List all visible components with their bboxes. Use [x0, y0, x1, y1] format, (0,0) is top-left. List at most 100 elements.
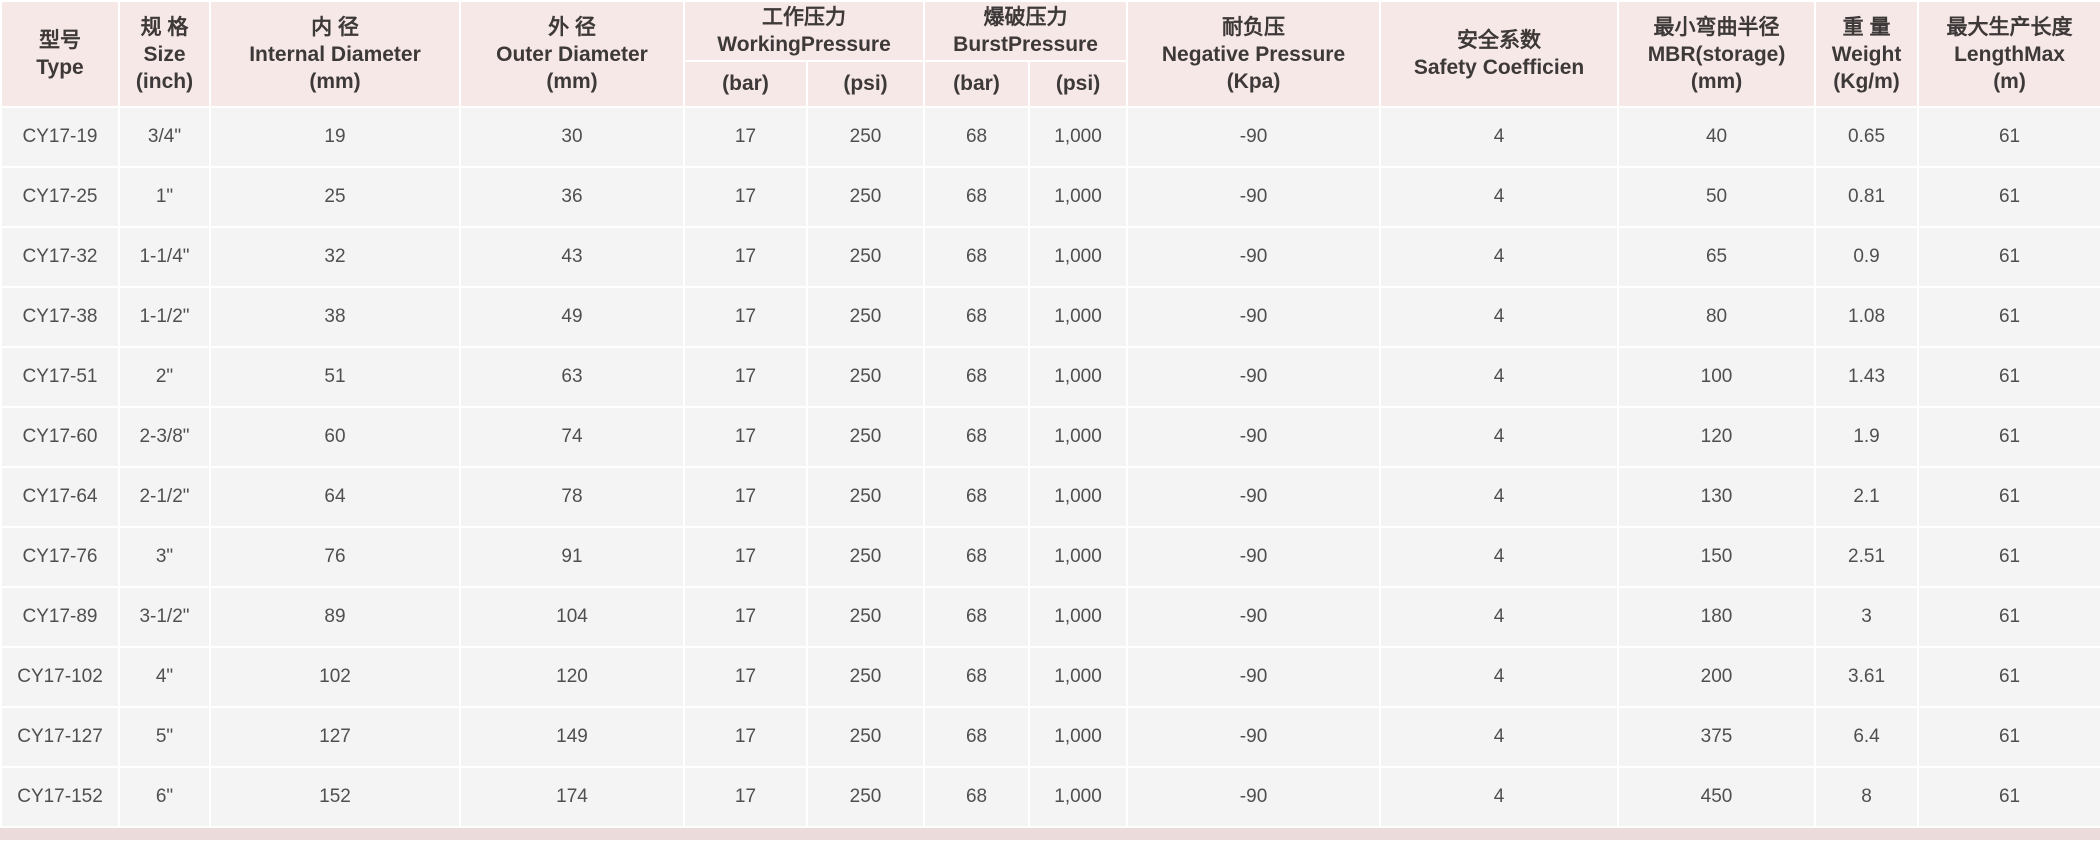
table-cell: -90	[1126, 706, 1382, 768]
table-cell: 4	[1379, 526, 1620, 588]
col-title-en: BurstPressure	[953, 33, 1098, 56]
col-title-zh: 安全系数	[1457, 29, 1542, 52]
table-row: CY17-102 4" 102 120 17 250 68 1,000 -90 …	[0, 646, 2100, 708]
table-row: CY17-51 2" 51 63 17 250 68 1,000 -90 4 1…	[0, 346, 2100, 408]
col-title-en: Negative Pressure	[1161, 42, 1346, 66]
table-cell: 250	[805, 286, 926, 348]
col-header-burst-pressure-psi: (psi)	[1028, 60, 1129, 108]
table-cell: 2-3/8"	[118, 406, 211, 468]
col-title-en: LengthMax	[1954, 42, 2065, 66]
table-cell: 3	[1814, 586, 1920, 648]
table-cell: 1-1/2"	[118, 286, 211, 348]
col-title-zh: 规 格	[140, 15, 189, 39]
table-cell: -90	[1126, 166, 1382, 228]
table-cell: 152	[209, 766, 461, 828]
col-title-zh: 爆破压力	[983, 6, 1068, 29]
table-cell: 61	[1917, 646, 2100, 708]
table-cell: -90	[1126, 586, 1382, 648]
col-title-zh: 耐负压	[1222, 15, 1286, 39]
col-title-en: Size	[143, 42, 186, 66]
col-header-size: 规 格 Size (inch)	[118, 0, 211, 108]
col-header-internal-diameter: 内 径 Internal Diameter (mm)	[209, 0, 461, 108]
table-cell: 30	[459, 106, 685, 168]
table-cell: 2.51	[1814, 526, 1920, 588]
table-cell: -90	[1126, 346, 1382, 408]
table-cell: -90	[1126, 466, 1382, 528]
table-cell: 4	[1379, 466, 1620, 528]
table-cell: 127	[209, 706, 461, 768]
table-cell: CY17-64	[0, 466, 120, 528]
table-cell: 68	[923, 166, 1031, 228]
table-cell: 68	[923, 646, 1031, 708]
table-cell: -90	[1126, 286, 1382, 348]
table-cell: 0.65	[1814, 106, 1920, 168]
table-cell: 250	[805, 106, 926, 168]
table-cell: 78	[459, 466, 685, 528]
col-header-type: 型号 Type	[0, 0, 120, 108]
table-cell: 174	[459, 766, 685, 828]
table-cell: 4"	[118, 646, 211, 708]
table-cell: 17	[683, 586, 808, 648]
table-cell: 200	[1617, 646, 1817, 708]
table-cell: 68	[923, 106, 1031, 168]
table-cell: 250	[805, 526, 926, 588]
table-cell: 102	[209, 646, 461, 708]
table-cell: 25	[209, 166, 461, 228]
table-cell: 17	[683, 406, 808, 468]
table-cell: 149	[459, 706, 685, 768]
table-cell: 76	[209, 526, 461, 588]
col-title-unit: (Kg/m)	[1833, 69, 1900, 93]
table-cell: 61	[1917, 706, 2100, 768]
table-cell: 68	[923, 466, 1031, 528]
table-cell: -90	[1126, 226, 1382, 288]
table-cell: 17	[683, 646, 808, 708]
table-cell: 3"	[118, 526, 211, 588]
table-cell: 17	[683, 226, 808, 288]
col-title-en: MBR(storage)	[1647, 42, 1786, 66]
table-cell: 1,000	[1028, 346, 1129, 408]
table-cell: 17	[683, 706, 808, 768]
table-body: CY17-19 3/4" 19 30 17 250 68 1,000 -90 4…	[0, 106, 2100, 828]
col-title-en: Type	[36, 56, 84, 79]
table-cell: -90	[1126, 406, 1382, 468]
col-header-negative-pressure: 耐负压 Negative Pressure (Kpa)	[1126, 0, 1382, 108]
table-cell: 1,000	[1028, 106, 1129, 168]
table-cell: 17	[683, 286, 808, 348]
table-cell: CY17-102	[0, 646, 120, 708]
table-cell: 1.9	[1814, 406, 1920, 468]
table-cell: 250	[805, 346, 926, 408]
col-header-outer-diameter: 外 径 Outer Diameter (mm)	[459, 0, 685, 108]
col-header-working-pressure-bar: (bar)	[683, 60, 808, 108]
table-cell: 4	[1379, 766, 1620, 828]
table-cell: CY17-19	[0, 106, 120, 168]
table-cell: 3.61	[1814, 646, 1920, 708]
table-cell: 68	[923, 406, 1031, 468]
col-title-en: WorkingPressure	[717, 33, 891, 56]
table-cell: 1.08	[1814, 286, 1920, 348]
table-row: CY17-89 3-1/2" 89 104 17 250 68 1,000 -9…	[0, 586, 2100, 648]
table-cell: -90	[1126, 766, 1382, 828]
table-cell: -90	[1126, 106, 1382, 168]
table-cell: 61	[1917, 766, 2100, 828]
col-title-en: Outer Diameter	[496, 42, 648, 66]
table-cell: 68	[923, 586, 1031, 648]
table-cell: 50	[1617, 166, 1817, 228]
table-cell: CY17-25	[0, 166, 120, 228]
col-title-zh: 内 径	[311, 15, 359, 39]
table-cell: 104	[459, 586, 685, 648]
table-cell: 89	[209, 586, 461, 648]
table-row: CY17-76 3" 76 91 17 250 68 1,000 -90 4 1…	[0, 526, 2100, 588]
table-cell: 1,000	[1028, 706, 1129, 768]
table-cell: 63	[459, 346, 685, 408]
table-cell: 61	[1917, 106, 2100, 168]
table-cell: 61	[1917, 526, 2100, 588]
table-cell: 250	[805, 646, 926, 708]
table-row: CY17-38 1-1/2" 38 49 17 250 68 1,000 -90…	[0, 286, 2100, 348]
table-cell: CY17-60	[0, 406, 120, 468]
table-cell: 1,000	[1028, 526, 1129, 588]
table-cell: 1,000	[1028, 586, 1129, 648]
table-cell: 49	[459, 286, 685, 348]
table-cell: 1,000	[1028, 466, 1129, 528]
table-cell: 4	[1379, 646, 1620, 708]
